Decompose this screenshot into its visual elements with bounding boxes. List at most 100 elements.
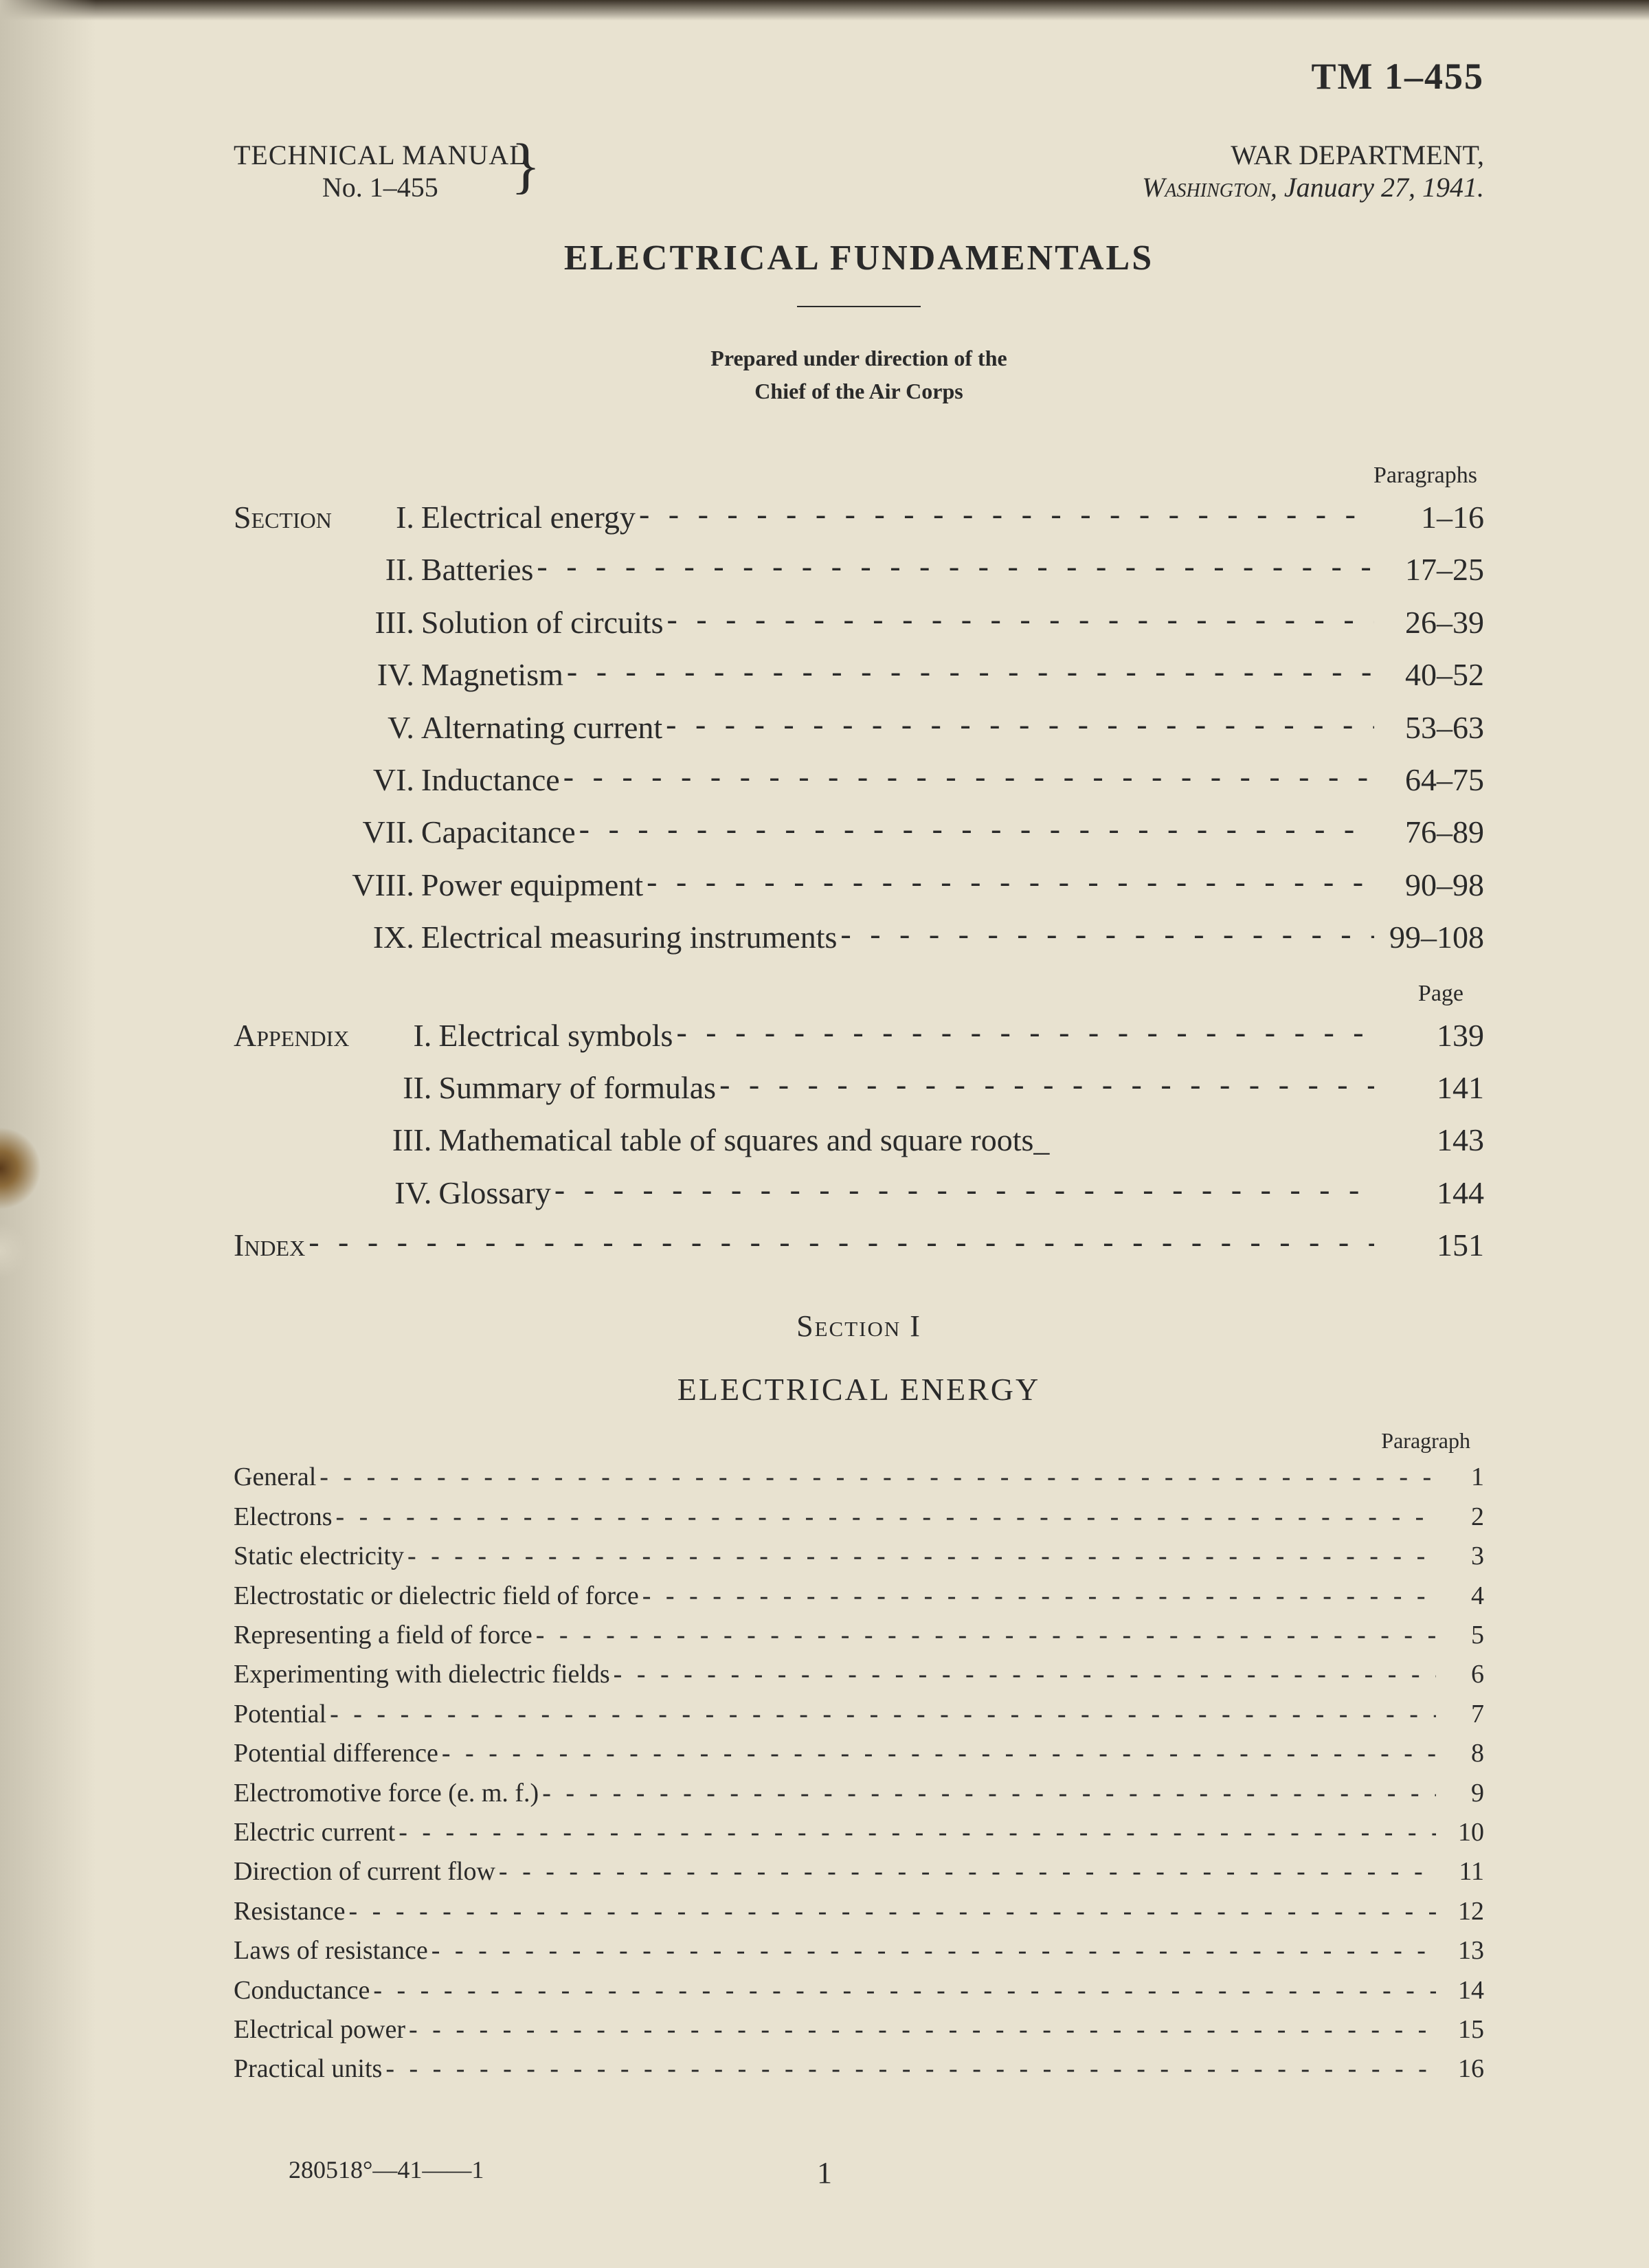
toc-appendix-pages: 144 xyxy=(1374,1171,1484,1215)
toc-appendix-title: Glossary xyxy=(438,1171,551,1215)
toc-item-paragraph: 3 xyxy=(1436,1539,1484,1573)
index-page: 151 xyxy=(1374,1223,1484,1267)
header-right: WAR DEPARTMENT, Washington, January 27, … xyxy=(1142,139,1484,203)
toc-item-paragraph: 10 xyxy=(1436,1816,1484,1849)
toc-section-title: Power equipment xyxy=(421,863,643,907)
toc-item-title: Resistance xyxy=(234,1895,346,1928)
toc-item-paragraph: 12 xyxy=(1436,1895,1484,1928)
toc-section-row: SectionVIII. Power equipment90–98 xyxy=(234,863,1484,907)
toc-item-row: Electrostatic or dielectric field of for… xyxy=(234,1579,1484,1613)
toc-leader xyxy=(428,1934,1436,1968)
page-column-header: Page xyxy=(234,981,1484,1007)
toc-appendix-row: AppendixIV. Glossary144 xyxy=(234,1171,1484,1215)
toc-item-paragraph: 11 xyxy=(1436,1855,1484,1889)
toc-item-title: Direction of current flow xyxy=(234,1855,495,1889)
toc-section-row: SectionVII. Capacitance76–89 xyxy=(234,810,1484,854)
toc-appendix-number: II. xyxy=(349,1066,438,1110)
toc-leader xyxy=(370,1974,1436,2008)
page-footer: 280518°—41——1 1 xyxy=(234,2155,1484,2184)
toc-section-title: Capacitance xyxy=(421,810,576,854)
toc-section-number: VII. xyxy=(332,810,421,854)
prepared-line2: Chief of the Air Corps xyxy=(234,375,1484,408)
toc-section-row: SectionII. Batteries17–25 xyxy=(234,548,1484,592)
toc-leader xyxy=(405,2013,1436,2047)
toc-leader xyxy=(533,544,1374,588)
toc-leader xyxy=(673,1010,1374,1054)
toc-leader xyxy=(664,597,1374,641)
toc-item-row: Conductance14 xyxy=(234,1974,1484,2008)
toc-leader xyxy=(662,702,1374,746)
index-row: Index 151 xyxy=(234,1223,1484,1267)
toc-section-title: Alternating current xyxy=(421,706,662,750)
toc-item-row: Direction of current flow 11 xyxy=(234,1855,1484,1889)
toc-item-paragraph: 6 xyxy=(1436,1658,1484,1691)
toc-item-paragraph: 4 xyxy=(1436,1579,1484,1613)
toc-appendix-number: III. xyxy=(349,1118,438,1162)
toc-leader xyxy=(532,1619,1436,1652)
toc-item-title: General xyxy=(234,1460,316,1494)
toc-section-pages: 17–25 xyxy=(1374,548,1484,592)
toc-item-paragraph: 15 xyxy=(1436,2013,1484,2047)
toc-section-title: Inductance xyxy=(421,758,560,802)
document-title: ELECTRICAL FUNDAMENTALS xyxy=(234,238,1484,278)
header-left: TECHNICAL MANUAL No. 1–455 } xyxy=(234,139,527,203)
toc-section-row: SectionIX. Electrical measuring instrume… xyxy=(234,915,1484,959)
toc-leader xyxy=(610,1658,1436,1691)
toc-item-title: Potential difference xyxy=(234,1737,438,1770)
toc-leader xyxy=(636,492,1374,536)
paragraphs-column-header: Paragraphs xyxy=(234,463,1484,489)
toc-leader xyxy=(576,807,1374,851)
toc-section-row: SectionIII. Solution of circuits26–39 xyxy=(234,601,1484,645)
toc-section-pages: 26–39 xyxy=(1374,601,1484,645)
toc-item-paragraph: 8 xyxy=(1436,1737,1484,1770)
location-date: Washington, January 27, 1941. xyxy=(1142,171,1484,203)
toc-leader xyxy=(326,1698,1436,1731)
toc-section-pages: 99–108 xyxy=(1374,915,1484,959)
toc-section-title: Electrical energy xyxy=(421,496,636,540)
toc-section-number: III. xyxy=(332,601,421,645)
appendices-toc: AppendixI. Electrical symbols139Appendix… xyxy=(234,1014,1484,1216)
page-number: 1 xyxy=(817,2155,832,2190)
toc-section-label: Section xyxy=(234,496,332,540)
toc-section-number: VIII. xyxy=(332,863,421,907)
toc-section-row: SectionI. Electrical energy1–16 xyxy=(234,496,1484,540)
toc-appendix-pages: 141 xyxy=(1374,1066,1484,1110)
toc-item-title: Electrical power xyxy=(234,2013,405,2047)
toc-item-row: Potential7 xyxy=(234,1698,1484,1731)
toc-leader xyxy=(395,1816,1436,1849)
title-rule xyxy=(797,306,921,307)
toc-item-row: Potential difference 8 xyxy=(234,1737,1484,1770)
toc-appendix-title: Summary of formulas xyxy=(438,1066,716,1110)
toc-leader xyxy=(305,1220,1374,1264)
toc-leader xyxy=(539,1777,1436,1810)
bracket-icon: } xyxy=(511,135,541,197)
toc-appendix-number: I. xyxy=(349,1014,438,1058)
toc-section-number: IX. xyxy=(332,915,421,959)
toc-appendix-pages: 139 xyxy=(1374,1014,1484,1058)
toc-leader xyxy=(639,1579,1436,1613)
toc-section-pages: 90–98 xyxy=(1374,863,1484,907)
toc-item-row: Resistance 12 xyxy=(234,1895,1484,1928)
date: January 27, 1941. xyxy=(1284,172,1484,203)
toc-appendix-title: Mathematical table of squares and square… xyxy=(438,1118,1049,1162)
toc-section-row: SectionVI. Inductance64–75 xyxy=(234,758,1484,802)
toc-leader xyxy=(382,2052,1436,2086)
toc-leader xyxy=(316,1460,1436,1494)
toc-item-paragraph: 14 xyxy=(1436,1974,1484,2008)
manual-label: TECHNICAL MANUAL xyxy=(234,139,527,171)
toc-section-number: V. xyxy=(332,706,421,750)
toc-item-row: General1 xyxy=(234,1460,1484,1494)
toc-appendix-row: AppendixII. Summary of formulas141 xyxy=(234,1066,1484,1110)
toc-item-row: Practical units16 xyxy=(234,2052,1484,2086)
paragraph-column-header: Paragraph xyxy=(234,1428,1484,1454)
toc-section-pages: 1–16 xyxy=(1374,496,1484,540)
prepared-line1: Prepared under direction of the xyxy=(234,342,1484,375)
toc-item-title: Potential xyxy=(234,1698,326,1731)
toc-item-paragraph: 2 xyxy=(1436,1500,1484,1534)
sections-toc: SectionI. Electrical energy1–16SectionII… xyxy=(234,496,1484,960)
toc-appendix-pages: 143 xyxy=(1374,1118,1484,1162)
toc-appendix-label: Appendix xyxy=(234,1014,349,1058)
print-code: 280518°—41——1 xyxy=(234,2155,484,2184)
toc-leader xyxy=(495,1855,1436,1889)
toc-appendix-number: IV. xyxy=(349,1171,438,1215)
